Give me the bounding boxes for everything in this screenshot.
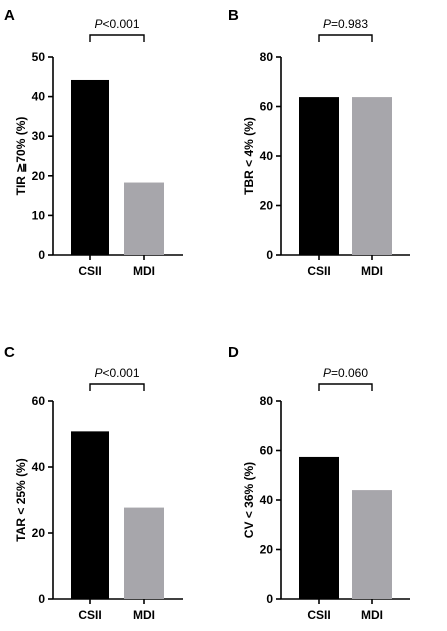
bar-mdi bbox=[352, 490, 392, 599]
chart-panel-a: A 0 10 20 30 40 50 CSII MDI TIR ≧70% (%) P<0.001 bbox=[4, 7, 183, 278]
y-tick-label: 0 bbox=[38, 592, 45, 606]
bar-csii bbox=[299, 456, 339, 599]
p-value-label: P<0.001 bbox=[94, 366, 139, 380]
y-axis-label: TBR < 4% (%) bbox=[242, 117, 256, 195]
y-tick-label: 10 bbox=[32, 208, 46, 222]
category-label-mdi: MDI bbox=[133, 608, 155, 622]
panel-letter: C bbox=[4, 344, 15, 361]
significance-bracket bbox=[89, 383, 145, 391]
y-tick-label: 20 bbox=[260, 199, 274, 213]
significance-bracket bbox=[89, 34, 145, 42]
y-tick-label: 0 bbox=[266, 248, 273, 262]
bar-mdi bbox=[124, 507, 164, 599]
category-label-csii: CSII bbox=[78, 608, 101, 622]
y-tick-label: 80 bbox=[260, 50, 274, 64]
p-symbol: P bbox=[323, 366, 331, 380]
y-tick-label: 20 bbox=[32, 526, 46, 540]
p-value: =0.983 bbox=[331, 17, 368, 31]
y-tick-label: 0 bbox=[266, 592, 273, 606]
p-value: =0.060 bbox=[331, 366, 368, 380]
bar-csii bbox=[71, 79, 109, 255]
panel-letter: B bbox=[228, 7, 239, 24]
significance-bracket bbox=[318, 383, 373, 391]
bar-mdi bbox=[352, 97, 392, 255]
significance-bracket bbox=[318, 34, 373, 42]
y-tick-label: 40 bbox=[32, 460, 46, 474]
p-symbol: P bbox=[94, 366, 102, 380]
y-tick-label: 60 bbox=[32, 394, 46, 408]
category-label-mdi: MDI bbox=[361, 264, 383, 278]
p-value: <0.001 bbox=[102, 17, 139, 31]
y-tick-label: 20 bbox=[32, 169, 46, 183]
y-tick-label: 40 bbox=[260, 493, 274, 507]
bar-csii bbox=[71, 431, 109, 599]
chart-panel-c: C 0 20 40 60 CSII MDI TAR < 25% (%) P<0.001 bbox=[4, 344, 183, 622]
y-axis-label: TAR < 25% (%) bbox=[14, 458, 28, 541]
y-axis-label: CV < 36% (%) bbox=[242, 462, 256, 538]
p-value-label: P<0.001 bbox=[94, 17, 139, 31]
y-tick-label: 20 bbox=[260, 543, 274, 557]
p-symbol: P bbox=[94, 17, 102, 31]
category-label-csii: CSII bbox=[307, 264, 330, 278]
y-tick-label: 50 bbox=[32, 50, 46, 64]
y-axis-label: TIR ≧70% (%) bbox=[14, 117, 28, 196]
category-label-csii: CSII bbox=[78, 264, 101, 278]
panel-letter: D bbox=[228, 344, 239, 361]
y-tick-label: 40 bbox=[32, 90, 46, 104]
chart-panel-d: D 0 20 40 60 80 CSII MDI CV < 36% (%) P=0.060 bbox=[228, 344, 410, 622]
category-label-mdi: MDI bbox=[361, 608, 383, 622]
panel-letter: A bbox=[4, 7, 15, 24]
y-tick-label: 40 bbox=[260, 149, 274, 163]
y-tick-label: 30 bbox=[32, 129, 46, 143]
category-label-csii: CSII bbox=[307, 608, 330, 622]
bar-mdi bbox=[124, 182, 164, 255]
bar-csii bbox=[299, 97, 339, 255]
y-tick-label: 80 bbox=[260, 394, 274, 408]
chart-panel-b: B 0 20 40 60 80 CSII MDI TBR < 4% (%) P=0.983 bbox=[228, 7, 410, 278]
category-label-mdi: MDI bbox=[133, 264, 155, 278]
p-value-label: P=0.060 bbox=[323, 366, 368, 380]
p-value-label: P=0.983 bbox=[323, 17, 368, 31]
p-value: <0.001 bbox=[102, 366, 139, 380]
y-tick-label: 0 bbox=[38, 248, 45, 262]
p-symbol: P bbox=[323, 17, 331, 31]
y-tick-label: 60 bbox=[260, 100, 274, 114]
y-tick-label: 60 bbox=[260, 444, 274, 458]
